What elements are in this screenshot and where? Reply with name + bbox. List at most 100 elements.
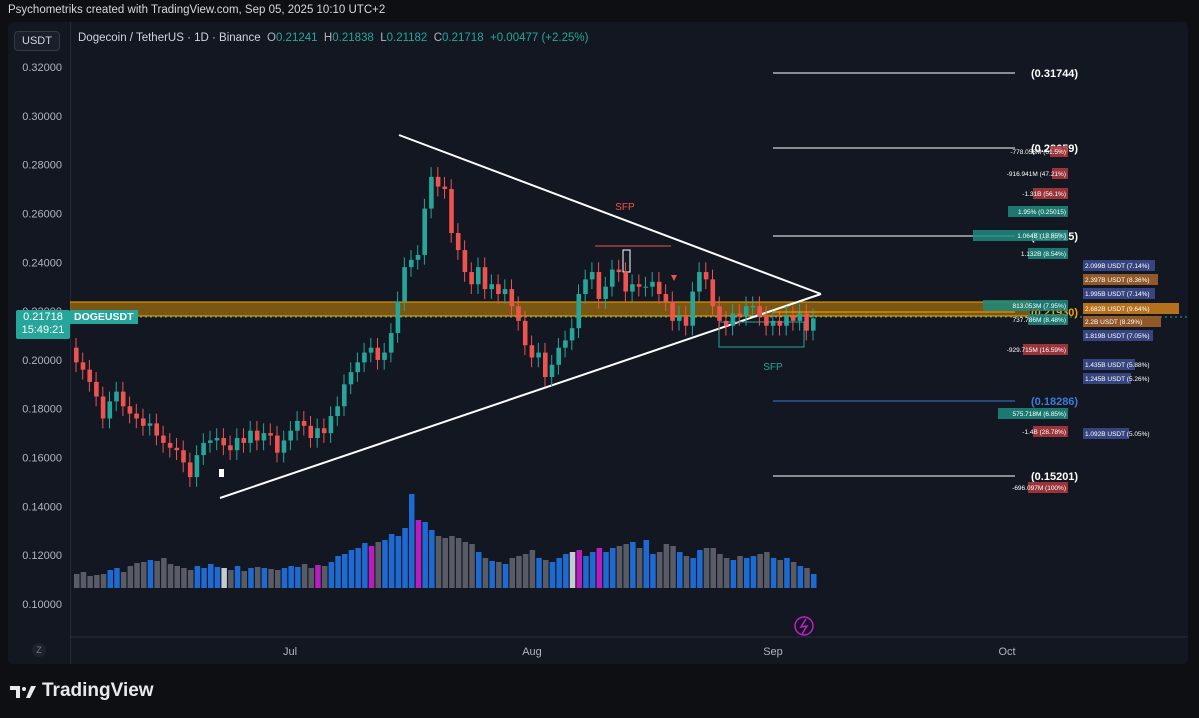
volume-bar: [770, 558, 777, 588]
low-value: 0.21182: [386, 32, 428, 44]
candle-body: [80, 362, 86, 370]
price-level-label: (0.31744): [1031, 68, 1078, 80]
volume-bar: [167, 564, 174, 588]
volume-bar: [730, 560, 737, 588]
candle-body: [362, 352, 367, 363]
volume-bar: [797, 566, 804, 588]
volume-bar: [100, 574, 107, 588]
volume-bar: [744, 558, 750, 588]
candle-body: [516, 306, 521, 321]
candle-body: [623, 272, 628, 292]
price-axis[interactable]: USDT: [8, 22, 71, 664]
liquidity-label-right: 1.995B USDT (7.14%): [1085, 291, 1150, 298]
liquidity-bar-left: [983, 300, 1068, 311]
candle-body: [603, 286, 608, 299]
volume-bar: [161, 558, 167, 588]
volume-bar: [348, 550, 355, 588]
tradingview-logo: TradingView: [10, 680, 154, 702]
candle-body: [797, 313, 803, 321]
volume-bar: [435, 536, 442, 588]
candle-body: [790, 315, 796, 321]
candle-body: [656, 281, 662, 295]
volume-bar: [811, 574, 817, 588]
symbol-legend: Dogecoin / TetherUS · 1D · Binance O0.21…: [78, 32, 588, 44]
volume-bar: [509, 558, 515, 588]
volume-bar: [596, 548, 603, 588]
candle-body: [295, 420, 300, 431]
volume-bar: [87, 576, 93, 588]
candle-body: [616, 269, 622, 273]
candle-body: [382, 352, 387, 360]
close-label: C: [433, 32, 443, 44]
y-axis-label: 0.12000: [22, 550, 62, 562]
candle-body: [107, 401, 113, 419]
candle-body: [730, 313, 736, 326]
candle-body: [469, 272, 474, 285]
candle-body: [522, 320, 528, 346]
candle-body: [650, 281, 655, 287]
candle-body: [449, 189, 454, 233]
volume-bar: [677, 552, 683, 588]
candle-body: [703, 272, 709, 280]
candle-body: [630, 284, 635, 292]
candle-body: [576, 294, 582, 329]
liquidity-bar-right: [1083, 330, 1153, 341]
y-axis-label: 0.10000: [22, 599, 62, 611]
volume-bar: [194, 566, 201, 588]
volume-bar: [643, 540, 649, 588]
volume-bar: [563, 554, 569, 588]
liquidity-bar-left: [1052, 168, 1068, 179]
price-chart[interactable]: 0.320000.300000.280000.260000.240000.220…: [8, 22, 1188, 664]
candle-body: [610, 269, 615, 287]
liquidity-label-left: -929.715M (16.59%): [1007, 347, 1066, 354]
volume-bar: [690, 558, 696, 588]
volume-bar: [656, 552, 663, 588]
liquidity-label-left: -778.056M (61.5%): [1010, 149, 1066, 156]
currency-badge[interactable]: USDT: [14, 31, 60, 51]
volume-bar: [683, 556, 690, 588]
chart-frame[interactable]: USDT Dogecoin / TetherUS · 1D · Binance …: [8, 22, 1188, 664]
volume-bar: [630, 542, 636, 588]
price-level-label: (0.15201): [1031, 471, 1078, 483]
volume-bar: [603, 552, 609, 588]
symbol-name[interactable]: Dogecoin / TetherUS · 1D · Binance: [78, 32, 261, 44]
candle-body: [750, 306, 756, 308]
candle-body: [134, 413, 139, 419]
x-axis-labels: Jul Aug Sep Oct: [283, 646, 1016, 658]
liquidity-label-right: 1.092B USDT (5.05%): [1085, 431, 1150, 438]
candle-body: [502, 289, 508, 295]
candle-body: [435, 176, 441, 187]
volume-bar: [208, 564, 214, 588]
volume-bar: [80, 572, 87, 588]
liquidity-label-left: 813.053M (7.95%): [1013, 303, 1066, 310]
candles-group: [74, 167, 816, 487]
sfp-top-label: SFP: [615, 202, 635, 213]
volume-bar: [107, 570, 113, 588]
lightning-icon[interactable]: [794, 616, 814, 636]
volume-bar: [697, 550, 703, 588]
liquidity-bar-right: [1083, 274, 1158, 285]
candle-body: [161, 435, 166, 443]
y-axis-label: 0.26000: [22, 208, 62, 220]
volume-bar: [134, 563, 140, 588]
liquidity-label-left: -916.941M (47.21%): [1007, 171, 1066, 178]
zoom-button[interactable]: Z: [32, 643, 46, 657]
candle-body: [777, 320, 783, 326]
liquidity-bar-right: [1083, 288, 1155, 299]
volume-bar: [301, 564, 308, 588]
volume-bar: [543, 560, 549, 588]
candle-body: [388, 333, 394, 353]
candle-body: [509, 289, 515, 307]
y-axis-labels: 0.320000.300000.280000.260000.240000.220…: [22, 62, 62, 611]
candle-body: [321, 428, 327, 434]
volume-bar: [455, 538, 462, 588]
volume-bar: [395, 536, 402, 588]
volume-bar: [784, 558, 790, 588]
liquidity-bar-left: [1028, 314, 1068, 325]
y-axis-label: 0.18000: [22, 404, 62, 416]
volume-bar: [569, 552, 576, 588]
volume-bar: [375, 542, 381, 588]
price-levels: (0.31744)(0.28659)(0.25015)(0.21930)(0.1…: [773, 68, 1078, 483]
volume-bar: [328, 562, 335, 588]
volume-bar: [429, 530, 435, 588]
